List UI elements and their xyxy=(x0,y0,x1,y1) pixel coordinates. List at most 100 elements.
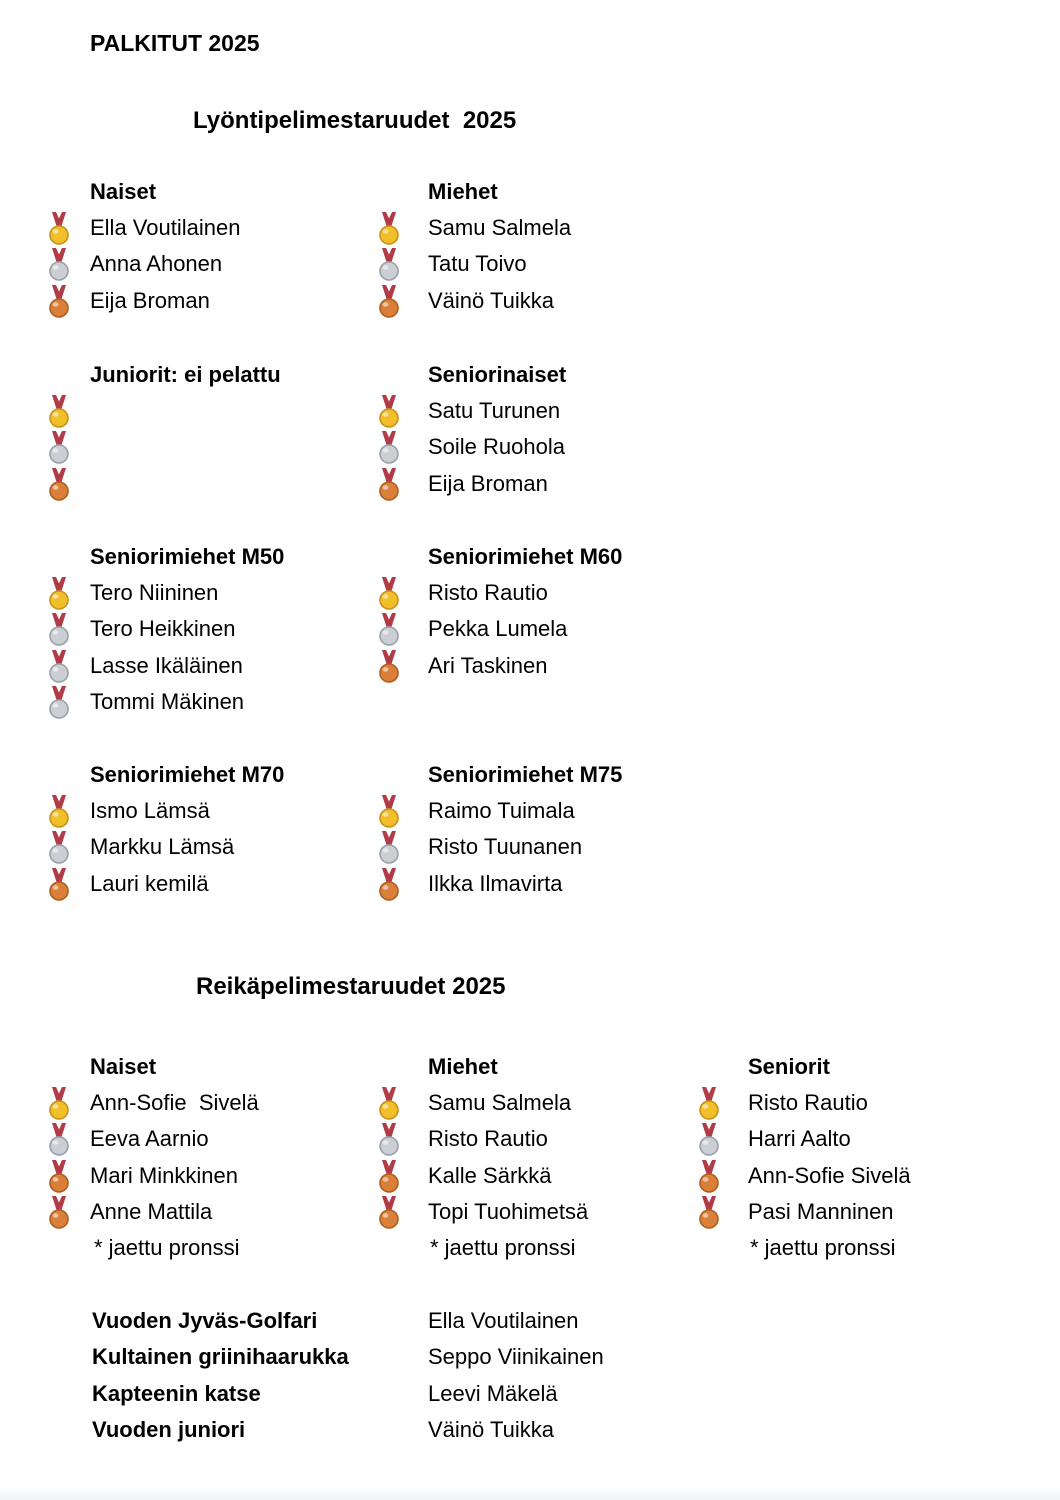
gold-medal-icon xyxy=(48,394,90,428)
note-text: * jaettu pronssi xyxy=(94,1235,240,1260)
group-heading-juniorit: Juniorit: ei pelattu xyxy=(90,357,281,393)
medal-row: Ella Voutilainen xyxy=(48,210,240,246)
medal-row: Tommi Mäkinen xyxy=(48,684,244,720)
note-text: * jaettu pronssi xyxy=(750,1235,896,1260)
bronze-medal-icon xyxy=(378,467,428,501)
group-heading-m50: Seniorimiehet M50 xyxy=(90,539,284,575)
group-heading-label: Seniorimiehet M75 xyxy=(428,762,623,787)
winner-name: Markku Lämsä xyxy=(90,834,235,859)
bronze-medal-icon xyxy=(378,867,428,901)
medal-row: Kalle Särkkä xyxy=(378,1158,552,1194)
award-label: Vuoden Jyväs-Golfari xyxy=(92,1308,318,1333)
award-row: Seppo Viinikainen xyxy=(428,1339,604,1375)
medal-row: Risto Rautio xyxy=(378,575,548,611)
gold-medal-icon xyxy=(48,211,90,245)
stroke-play-title: Lyöntipelimestaruudet 2025 xyxy=(193,107,517,134)
winner-name: Tommi Mäkinen xyxy=(90,689,245,714)
medal-row: Eija Broman xyxy=(48,283,210,319)
winner-name: Lasse Ikäläinen xyxy=(90,653,243,678)
winner-name: Risto Rautio xyxy=(428,580,548,605)
gold-medal-icon xyxy=(378,394,428,428)
group-heading-naiset: Naiset xyxy=(90,1049,156,1085)
award-winner: Ella Voutilainen xyxy=(428,1308,579,1333)
award-row: Leevi Mäkelä xyxy=(428,1376,558,1412)
bronze-medal-icon xyxy=(48,284,90,318)
group-heading-seniorinaiset: Seniorinaiset xyxy=(428,357,566,393)
gold-medal-icon xyxy=(698,1086,748,1120)
winner-name: Risto Tuunanen xyxy=(428,834,583,859)
medal-row: Risto Rautio xyxy=(698,1085,868,1121)
medal-row xyxy=(48,466,90,502)
medal-row: Eeva Aarnio xyxy=(48,1121,209,1157)
medal-row: Ari Taskinen xyxy=(378,648,547,684)
award-label: Kultainen griinihaarukka xyxy=(92,1344,349,1369)
group-heading-label: Seniorit xyxy=(748,1054,830,1079)
silver-medal-icon xyxy=(48,1122,90,1156)
gold-medal-icon xyxy=(48,794,90,828)
medal-row xyxy=(48,393,90,429)
gold-medal-icon xyxy=(48,576,90,610)
winner-name: Mari Minkkinen xyxy=(90,1163,238,1188)
gold-medal-icon xyxy=(48,1086,90,1120)
silver-medal-icon xyxy=(48,247,90,281)
winner-name: Anne Mattila xyxy=(90,1199,213,1224)
silver-medal-icon xyxy=(48,685,90,719)
winner-name: Samu Salmela xyxy=(428,1090,572,1115)
gold-medal-icon xyxy=(378,576,428,610)
medal-row: Raimo Tuimala xyxy=(378,793,575,829)
winner-name: Pekka Lumela xyxy=(428,616,568,641)
medal-row: Risto Tuunanen xyxy=(378,829,582,865)
silver-medal-icon xyxy=(378,247,428,281)
winner-name: Ella Voutilainen xyxy=(90,215,241,240)
medal-row: Tero Niininen xyxy=(48,575,218,611)
bronze-medal-icon xyxy=(378,284,428,318)
medal-row: Ilkka Ilmavirta xyxy=(378,866,562,902)
winner-name: Risto Rautio xyxy=(748,1090,868,1115)
shared-bronze-note: * jaettu pronssi xyxy=(430,1230,576,1266)
award-winner: Väinö Tuikka xyxy=(428,1417,554,1442)
winner-name: Tatu Toivo xyxy=(428,251,527,276)
group-heading-label: Naiset xyxy=(90,179,157,204)
award-winner: Seppo Viinikainen xyxy=(428,1344,604,1369)
winner-name: Soile Ruohola xyxy=(428,434,565,459)
group-heading-label: Naiset xyxy=(90,1054,157,1079)
silver-medal-icon xyxy=(378,430,428,464)
winner-name: Eeva Aarnio xyxy=(90,1126,209,1151)
note-text: * jaettu pronssi xyxy=(430,1235,576,1260)
award-row: Vuoden juniori xyxy=(92,1412,245,1448)
winner-name: Eija Broman xyxy=(428,471,548,496)
page-bottom-edge xyxy=(0,1486,1060,1500)
winner-name: Ari Taskinen xyxy=(428,653,548,678)
winner-name: Tero Heikkinen xyxy=(90,616,236,641)
group-heading-miehet: Miehet xyxy=(428,1049,498,1085)
silver-medal-icon xyxy=(48,649,90,683)
bronze-medal-icon xyxy=(378,649,428,683)
medal-row: Anne Mattila xyxy=(48,1194,212,1230)
medal-row: Risto Rautio xyxy=(378,1121,548,1157)
match-play-title: Reikäpelimestaruudet 2025 xyxy=(196,973,506,1000)
silver-medal-icon xyxy=(378,1122,428,1156)
medal-row: Samu Salmela xyxy=(378,210,571,246)
winner-name: Topi Tuohimetsä xyxy=(428,1199,589,1224)
medal-row: Ann-Sofie Sivelä xyxy=(698,1158,911,1194)
award-row: Kultainen griinihaarukka xyxy=(92,1339,349,1375)
medal-row: Eija Broman xyxy=(378,466,548,502)
medal-row: Pasi Manninen xyxy=(698,1194,894,1230)
silver-medal-icon xyxy=(48,430,90,464)
group-heading-label: Miehet xyxy=(428,1054,498,1079)
award-row: Vuoden Jyväs-Golfari xyxy=(92,1303,317,1339)
page-title: PALKITUT 2025 xyxy=(90,30,260,56)
award-row: Ella Voutilainen xyxy=(428,1303,578,1339)
award-label: Kapteenin katse xyxy=(92,1381,261,1406)
medal-row: Ann-Sofie Sivelä xyxy=(48,1085,259,1121)
group-heading-naiset: Naiset xyxy=(90,174,156,210)
medal-row: Ismo Lämsä xyxy=(48,793,210,829)
winner-name: Pasi Manninen xyxy=(748,1199,894,1224)
bronze-medal-icon xyxy=(698,1159,748,1193)
group-heading-label: Miehet xyxy=(428,179,498,204)
winner-name: Ismo Lämsä xyxy=(90,798,210,823)
silver-medal-icon xyxy=(378,612,428,646)
winner-name: Harri Aalto xyxy=(748,1126,851,1151)
group-heading-label: Juniorit: ei pelattu xyxy=(90,362,281,387)
